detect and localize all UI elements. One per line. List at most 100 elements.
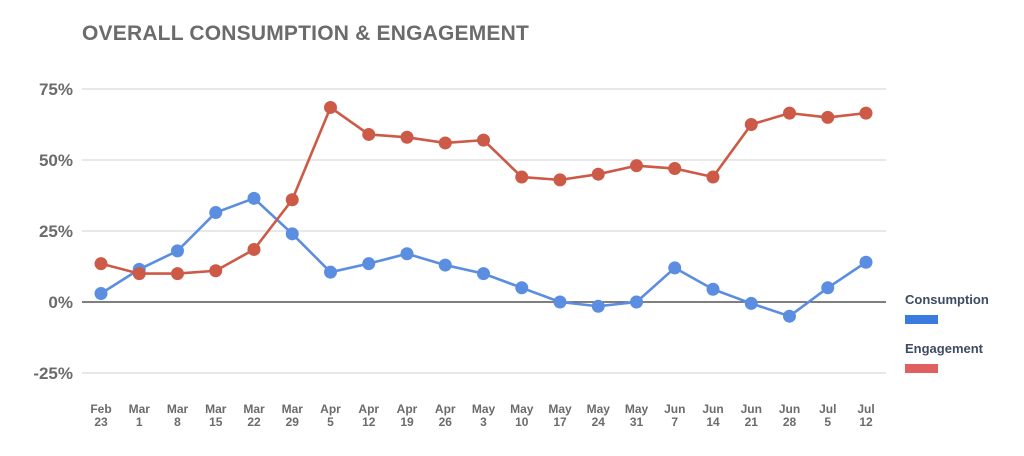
legend-swatch-engagement (905, 364, 938, 373)
data-point-engagement (821, 110, 835, 124)
data-point-engagement (285, 193, 299, 207)
x-tick-label-line: 12 (362, 415, 376, 429)
x-tick-label-line: Jul (819, 402, 836, 416)
x-tick-label: Jun 21 (741, 402, 762, 429)
data-point-consumption (553, 295, 567, 309)
data-point-engagement (668, 162, 682, 176)
x-tick-label-line: 22 (247, 415, 261, 429)
x-tick-label: Mar 1 (129, 402, 151, 429)
x-tick-label-line: Mar (243, 402, 265, 416)
x-tick-label-line: Jun (741, 402, 762, 416)
data-point-consumption (362, 257, 376, 271)
x-tick-label-line: 24 (592, 415, 606, 429)
x-tick-label-line: 10 (515, 415, 529, 429)
y-tick-label: -25% (33, 364, 73, 383)
y-tick-label: 25% (39, 222, 73, 241)
x-tick-label-line: 31 (630, 415, 644, 429)
y-tick-label: 0% (48, 293, 73, 312)
legend-label-consumption: Consumption (905, 292, 989, 307)
data-point-engagement (515, 170, 529, 184)
data-point-engagement (553, 173, 567, 187)
data-point-consumption (591, 299, 605, 313)
data-point-consumption (668, 261, 682, 275)
data-point-consumption (285, 227, 299, 241)
data-point-consumption (247, 191, 261, 205)
x-tick-label: Apr 12 (358, 402, 379, 429)
x-tick-label: Feb 23 (90, 402, 111, 429)
data-point-consumption (515, 281, 529, 295)
x-tick-label-line: Apr (358, 402, 379, 416)
series-line-engagement (100, 106, 867, 275)
x-tick-label: Mar 29 (282, 402, 304, 429)
data-point-consumption (630, 295, 643, 309)
x-tick-label-line: 19 (400, 415, 414, 429)
x-tick-label-line: Mar (282, 402, 304, 416)
x-tick-label-line: 14 (706, 415, 720, 429)
legend-swatch-consumption (905, 315, 938, 324)
data-point-consumption (821, 281, 835, 295)
x-tick-label: Mar 15 (205, 402, 227, 429)
x-tick-label: Apr 19 (397, 402, 418, 429)
x-tick-label: Apr 5 (320, 402, 341, 429)
x-tick-label: May 17 (548, 402, 572, 429)
x-tick-label-line: Jun (702, 402, 723, 416)
data-point-engagement (706, 170, 720, 184)
data-point-engagement (477, 133, 490, 147)
legend-item-engagement: Engagement (905, 341, 983, 373)
x-tick-label-line: Apr (320, 402, 341, 416)
legend-label-engagement: Engagement (905, 341, 984, 356)
x-tick-label-line: 1 (136, 415, 143, 429)
x-tick-label: Apr 26 (435, 402, 456, 429)
data-point-consumption (171, 244, 184, 258)
legend-item-consumption: Consumption (905, 292, 989, 324)
data-point-consumption (94, 286, 108, 300)
x-tick-label-line: Mar (167, 402, 189, 416)
data-point-engagement (591, 167, 605, 181)
data-point-engagement (630, 159, 643, 173)
x-tick-label-line: 5 (327, 415, 334, 429)
data-point-consumption (477, 267, 490, 281)
series-lines (94, 100, 873, 323)
y-tick-label: 75% (39, 80, 73, 99)
x-tick-label: May 31 (625, 402, 649, 429)
x-tick-label-line: 7 (671, 415, 678, 429)
x-tick-label-line: 12 (859, 415, 873, 429)
data-point-engagement (247, 242, 261, 256)
series-engagement (94, 100, 873, 281)
x-tick-label-line: 29 (286, 415, 300, 429)
x-tick-label: Jul 5 (819, 402, 836, 429)
x-tick-label-line: 15 (209, 415, 223, 429)
x-tick-label: Mar 22 (243, 402, 265, 429)
data-point-engagement (400, 130, 414, 144)
x-tick-label-line: 3 (480, 415, 487, 429)
x-tick-label-line: 17 (553, 415, 567, 429)
x-tick-label-line: 26 (439, 415, 453, 429)
x-tick-label-line: 5 (824, 415, 831, 429)
data-point-engagement (859, 106, 873, 120)
data-point-engagement (744, 118, 758, 131)
data-point-consumption (859, 255, 873, 269)
x-tick-label-line: Jun (664, 402, 685, 416)
data-point-engagement (362, 127, 376, 141)
x-tick-label: Jun 28 (779, 402, 800, 429)
x-tick-label-line: May (587, 402, 611, 416)
x-tick-label-line: 21 (745, 415, 759, 429)
x-tick-label-line: May (548, 402, 572, 416)
x-tick-label-line: May (625, 402, 649, 416)
x-tick-label: Jun 14 (702, 402, 723, 429)
x-tick-label-line: 28 (783, 415, 797, 429)
series-consumption (94, 191, 873, 323)
x-tick-label-line: Mar (205, 402, 227, 416)
data-point-consumption (438, 258, 452, 272)
data-point-consumption (783, 309, 796, 323)
data-point-engagement (783, 106, 796, 120)
x-tick-label-line: Jun (779, 402, 800, 416)
x-tick-label-line: Mar (129, 402, 151, 416)
x-tick-label: May 10 (510, 402, 534, 429)
x-tick-label: Jul 12 (857, 402, 874, 429)
data-point-consumption (400, 247, 414, 261)
x-tick-label-line: May (472, 402, 496, 416)
y-axis-ticks: 75% 50% 25% 0% -25% (33, 80, 73, 383)
x-tick-label-line: 8 (174, 415, 181, 429)
data-point-consumption (324, 265, 337, 279)
